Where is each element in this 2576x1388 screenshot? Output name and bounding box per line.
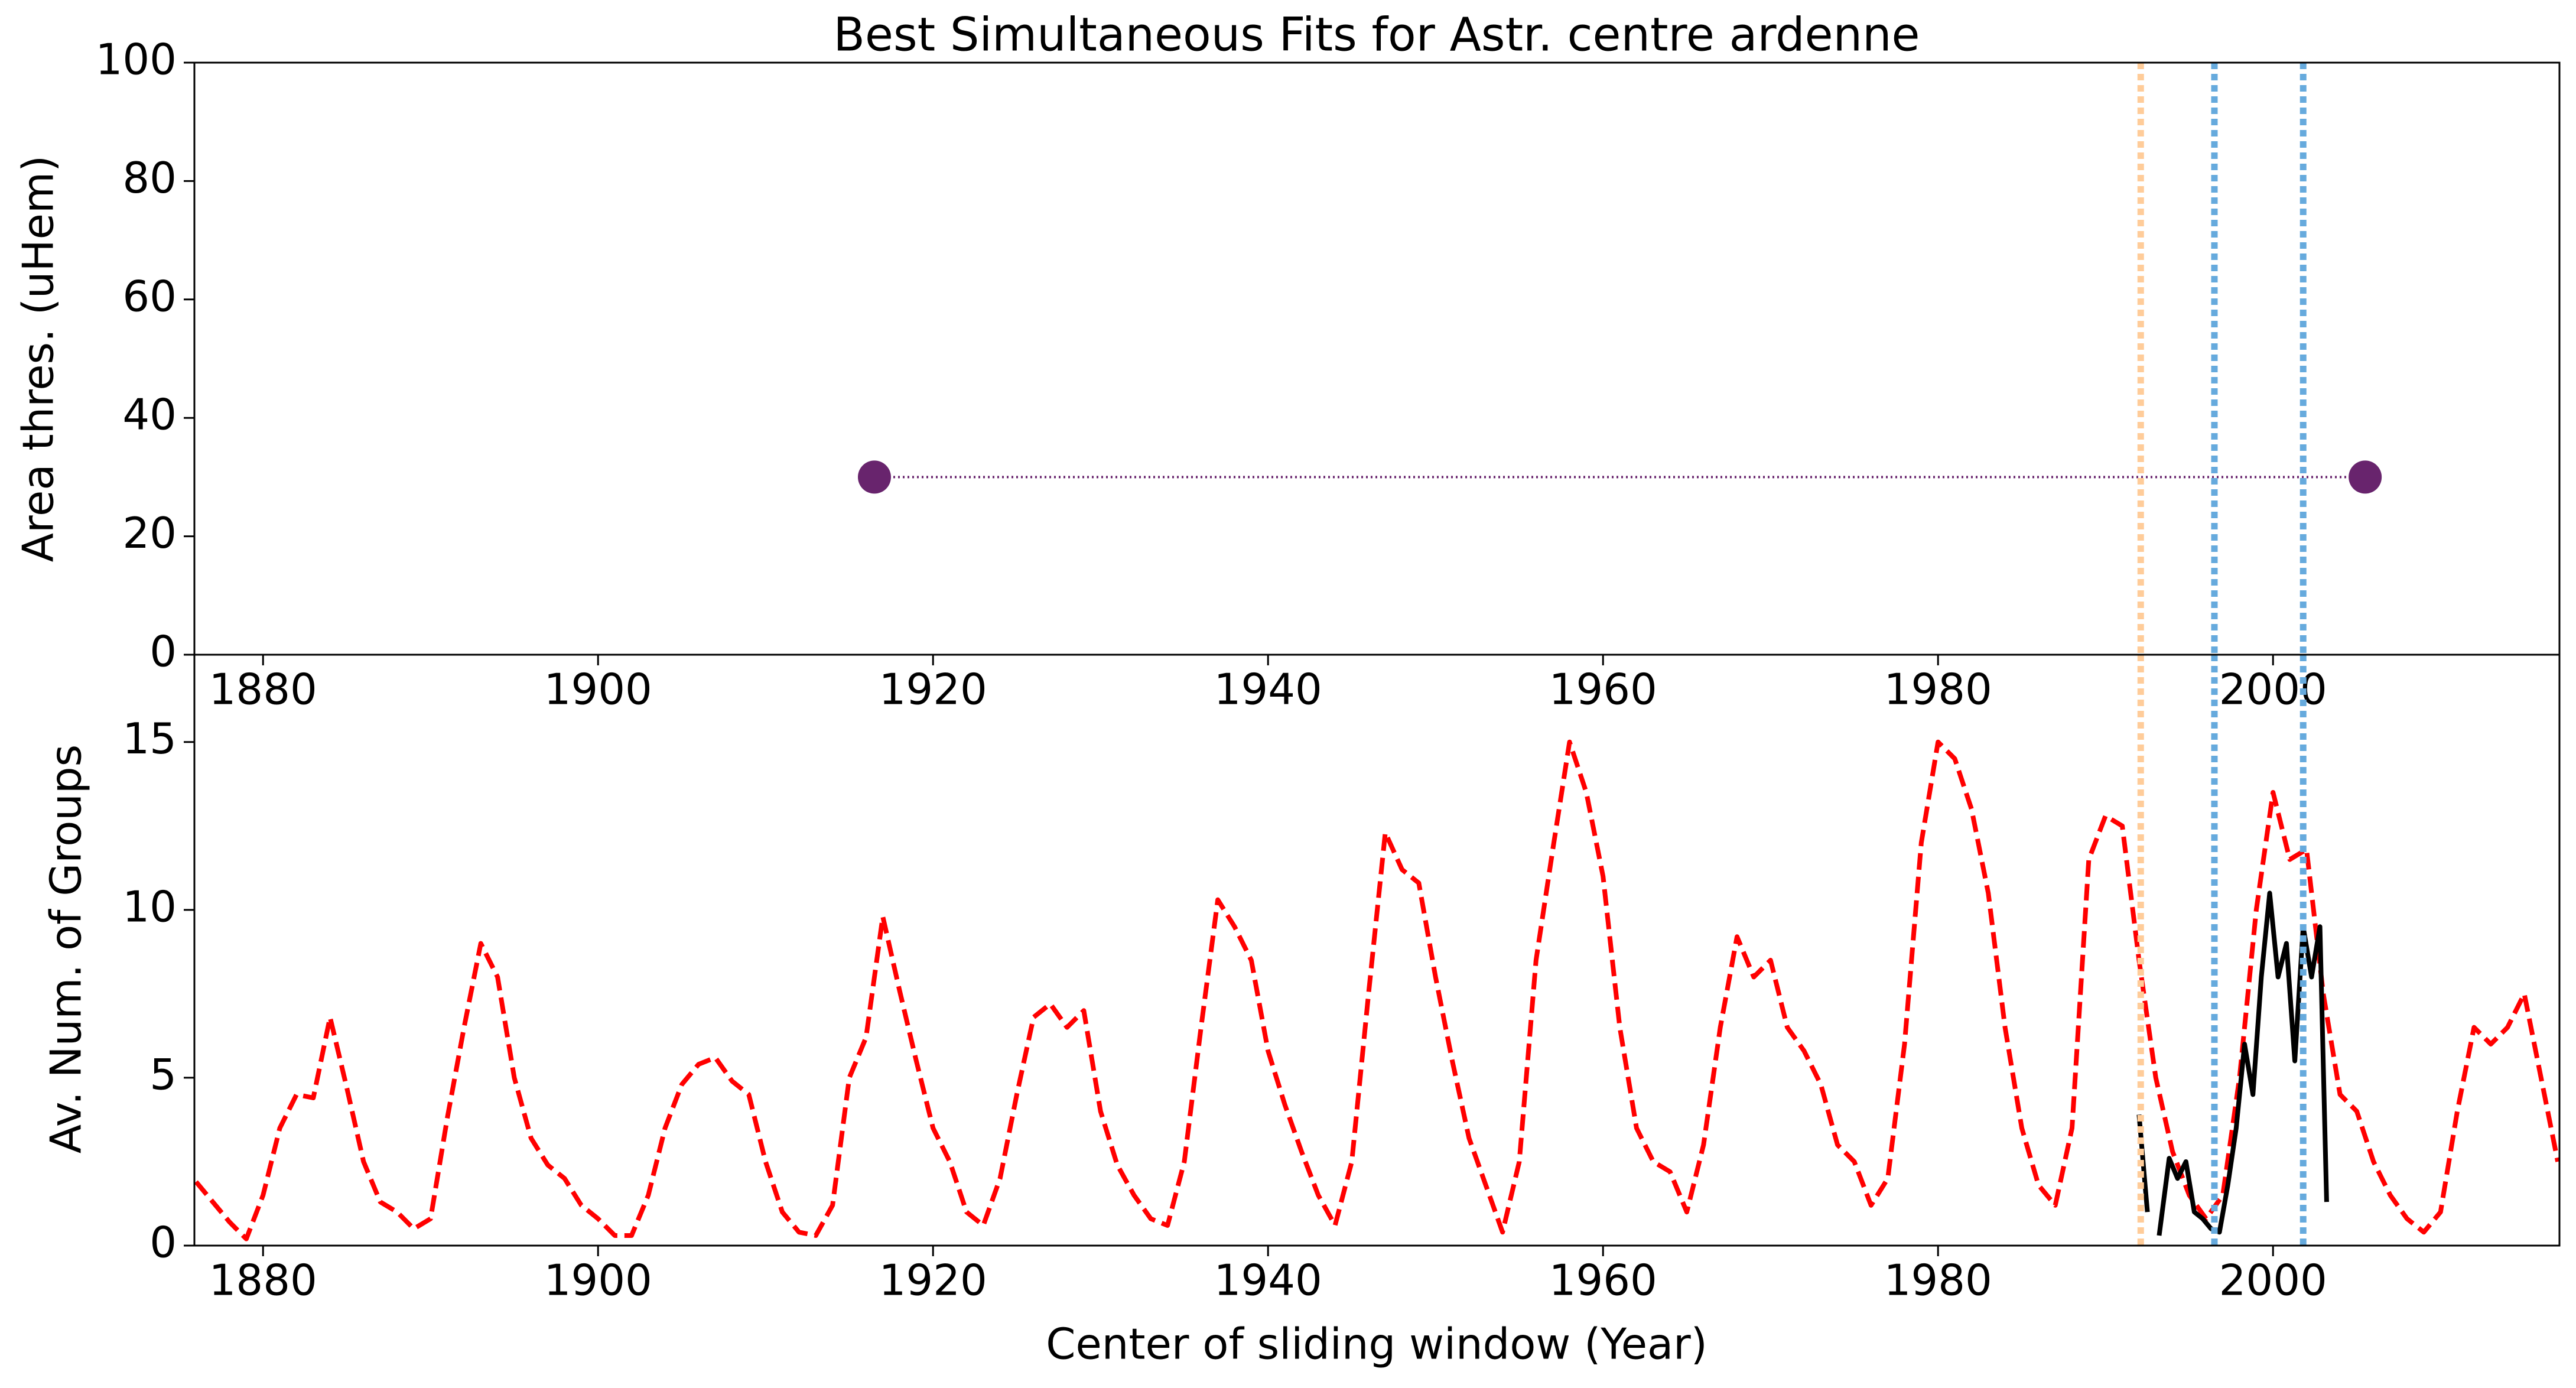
x-tick-label: 1880 [209, 665, 317, 714]
series-line [2136, 890, 2329, 1236]
plot-area [874, 63, 2366, 655]
plot-area [194, 655, 2559, 1246]
point [858, 460, 892, 494]
y-tick-label: 0 [149, 1218, 177, 1267]
x-tick-label: 1920 [879, 665, 987, 714]
x-tick-label: 1920 [879, 1256, 987, 1305]
series-line [194, 739, 2559, 1241]
x-tick-label: 1880 [209, 1256, 317, 1305]
x-tick-label: 1960 [1549, 665, 1657, 714]
y-tick-label: 60 [122, 271, 177, 321]
x-tick-label: 1900 [544, 1256, 652, 1305]
y-tick-label: 0 [149, 627, 177, 677]
y-tick-label: 40 [122, 390, 177, 440]
y-tick-label: 20 [122, 508, 177, 558]
point [2349, 460, 2382, 494]
y-axis-label: Area thres. (uHem) [14, 155, 63, 562]
x-tick-label: 1940 [1214, 1256, 1322, 1305]
chart-title: Best Simultaneous Fits for Astr. centre … [833, 8, 1920, 61]
axes-frame [193, 61, 2561, 656]
y-tick-label: 80 [122, 153, 177, 203]
y-axis-label: Av. Num. of Groups [41, 745, 91, 1153]
x-tick-label: 1960 [1549, 1256, 1657, 1305]
x-tick-label: 1980 [1884, 1256, 1992, 1305]
y-tick-label: 5 [149, 1049, 177, 1099]
y-tick-label: 10 [122, 882, 177, 931]
axes-frame [193, 654, 2561, 1247]
y-tick-label: 100 [96, 35, 177, 84]
x-tick-label: 1980 [1884, 665, 1992, 714]
x-tick-label: 2000 [2219, 665, 2327, 714]
x-axis-label: Center of sliding window (Year) [1046, 1319, 1707, 1369]
y-tick-label: 15 [122, 714, 177, 763]
x-tick-label: 1940 [1214, 665, 1322, 714]
x-tick-label: 2000 [2219, 1256, 2327, 1305]
x-tick-label: 1900 [544, 665, 652, 714]
